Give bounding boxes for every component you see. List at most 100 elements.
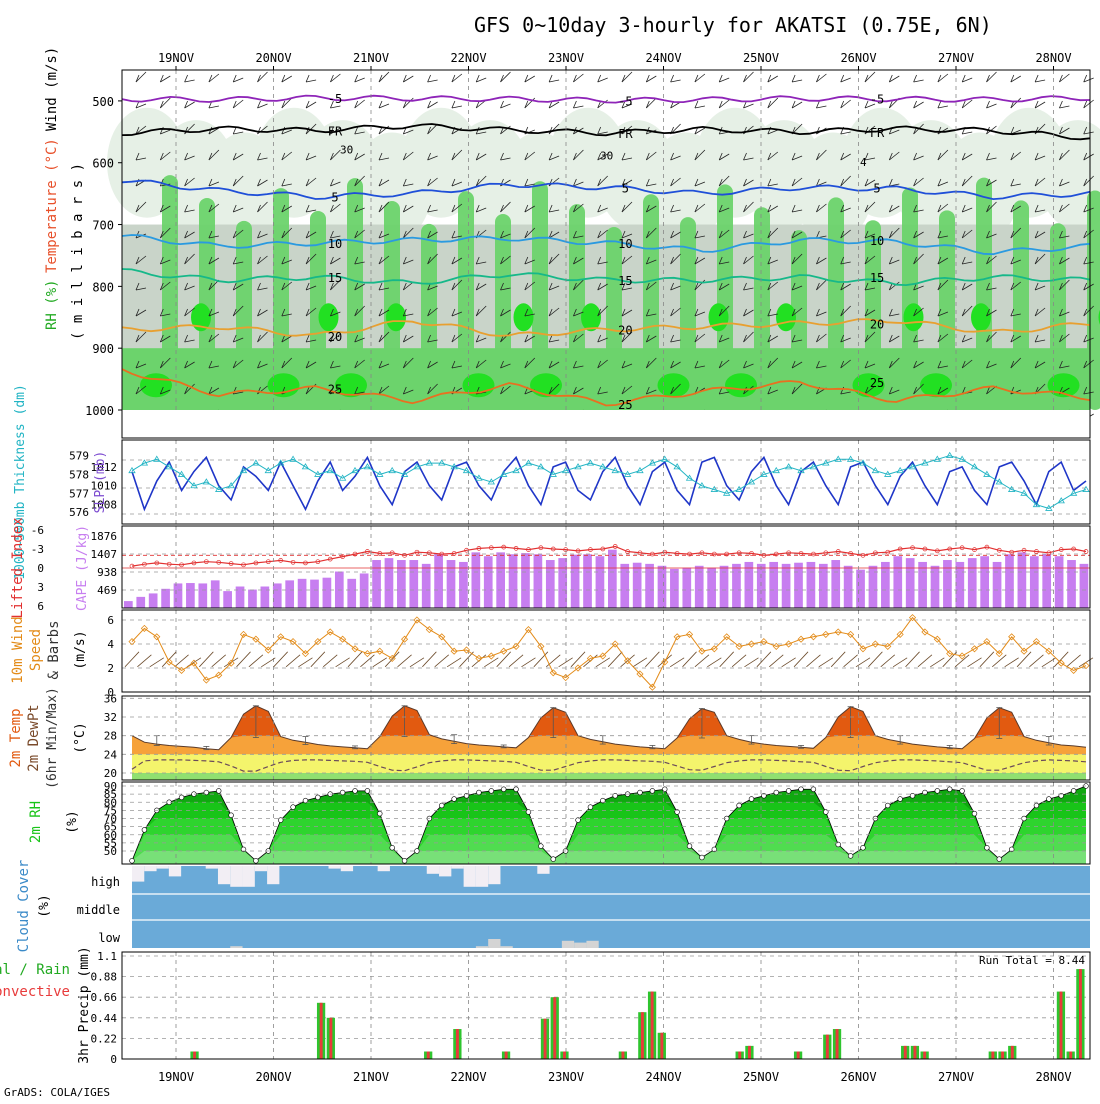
- high-cloud-bar: [169, 866, 181, 876]
- cape-bar: [745, 562, 754, 608]
- date-label-bottom: 26NOV: [840, 1070, 876, 1084]
- cloud-unit-label: (%): [37, 894, 52, 917]
- contour-label: 20: [618, 324, 632, 338]
- cape-bar: [918, 562, 927, 608]
- rh-marker: [972, 811, 977, 816]
- surface-wind-barb: [137, 655, 151, 667]
- cape-bar: [471, 552, 480, 608]
- temp-tick-label: 36: [104, 692, 117, 705]
- rh-bright-patch: [776, 303, 796, 331]
- cape-bar: [136, 597, 145, 608]
- rh-marker: [861, 845, 866, 850]
- date-label-bottom: 25NOV: [743, 1070, 779, 1084]
- temp-area-green: [132, 773, 1086, 780]
- surface-wind-barb: [955, 655, 969, 667]
- surface-wind-barb: [980, 652, 994, 667]
- high-cloud-bar: [230, 866, 242, 887]
- surface-wind-barb: [534, 652, 548, 667]
- surface-wind-barb: [125, 652, 139, 667]
- precip-convective-bar: [456, 1029, 459, 1059]
- thickness-tick-label: 579: [69, 450, 89, 463]
- high-cloud-bar: [537, 866, 549, 874]
- pressure-tick-label: 500: [92, 95, 114, 109]
- run-total: Run Total = 8.44: [979, 954, 1085, 967]
- contour-label: 10: [328, 237, 342, 251]
- cape-bar: [596, 556, 605, 608]
- cape-tick-label: 1876: [91, 530, 118, 543]
- upper-air-ylabel-part: RH (%): [44, 279, 60, 330]
- pressure-tick-label: 900: [92, 342, 114, 356]
- rh-marker: [898, 797, 903, 802]
- surface-wind-barb: [967, 658, 981, 667]
- thickness-marker: [947, 453, 953, 458]
- cape-bar: [633, 563, 642, 608]
- cape-bar: [856, 570, 865, 608]
- slp-axis-label: SLP (mb): [93, 451, 108, 514]
- rh-marker: [489, 788, 494, 793]
- surface-wind-barb: [237, 652, 251, 667]
- cape-tick-label: 1407: [91, 548, 118, 561]
- rh-marker: [291, 805, 296, 810]
- surface-wind-barb: [311, 652, 325, 667]
- cape-bar: [1080, 564, 1089, 608]
- cloud-unit-label-group: (%): [37, 894, 52, 917]
- date-label-bottom: 22NOV: [450, 1070, 486, 1084]
- rh-marker: [514, 787, 519, 792]
- precip-convective-bar: [836, 1029, 839, 1059]
- temp-unit-label: (°C): [73, 722, 88, 753]
- cape-bar: [819, 564, 828, 608]
- cloud-level-low: low: [98, 931, 120, 945]
- precip-convective-bar: [991, 1052, 994, 1059]
- rh-marker: [142, 827, 147, 832]
- wind-tick-label: 2: [107, 662, 114, 675]
- high-cloud-bar: [378, 866, 390, 871]
- rh-marker: [588, 805, 593, 810]
- contour-label: 15: [870, 271, 884, 285]
- chart-title: GFS 0~10day 3-hourly for AKATSI (0.75E, …: [474, 13, 992, 37]
- series-wind-speed: [132, 618, 1086, 688]
- surface-wind-barb: [298, 658, 312, 667]
- cape-bar: [1055, 556, 1064, 608]
- surface-wind-barb: [856, 658, 870, 667]
- precip-convective-bar: [320, 1003, 323, 1059]
- wind-label-1-group: 10m Wind: [10, 616, 26, 683]
- high-cloud-bar: [451, 866, 463, 869]
- contour-label: 25: [618, 398, 632, 412]
- thickness-marker: [389, 468, 395, 473]
- series-slp: [132, 457, 1086, 509]
- precip-convective-bar: [914, 1046, 917, 1059]
- precip-convective-bar: [193, 1052, 196, 1059]
- rh-bright-patch: [658, 373, 690, 397]
- cape-bar: [223, 591, 232, 608]
- cape-bar: [484, 556, 493, 608]
- rh-marker: [538, 844, 543, 849]
- pressure-tick-label: 600: [92, 157, 114, 171]
- cape-bar: [521, 553, 530, 608]
- cape-bar: [993, 562, 1002, 608]
- surface-wind-barb: [881, 655, 895, 667]
- cape-bar: [906, 558, 915, 608]
- surface-wind-barb: [608, 652, 622, 667]
- date-label-bottom: 24NOV: [645, 1070, 681, 1084]
- cape-bar: [980, 556, 989, 608]
- pressure-axis-label-group: ( m i l l i b a r s ): [70, 163, 86, 340]
- precip-axis-label-group: 3hr Precip (mm): [77, 946, 92, 1063]
- contour-label: 10: [618, 237, 632, 251]
- surface-wind-barb: [906, 652, 920, 667]
- rh-marker: [700, 855, 705, 860]
- cape-bar: [831, 560, 840, 608]
- cape-bar: [943, 560, 952, 608]
- date-label-bottom: 23NOV: [548, 1070, 584, 1084]
- high-cloud-bar: [488, 866, 500, 884]
- rh-bright-patch: [514, 303, 534, 331]
- temp-tick-label: 28: [104, 730, 117, 743]
- rh-marker: [848, 853, 853, 858]
- surface-wind-barb: [1042, 658, 1056, 667]
- cape-bar: [174, 583, 183, 608]
- wind-unit-label-group: (m/s): [73, 630, 88, 669]
- cape-bar: [459, 562, 468, 608]
- cape-bar: [285, 580, 294, 608]
- li-tick-label: 0: [37, 562, 44, 575]
- surface-wind-barb: [645, 652, 659, 667]
